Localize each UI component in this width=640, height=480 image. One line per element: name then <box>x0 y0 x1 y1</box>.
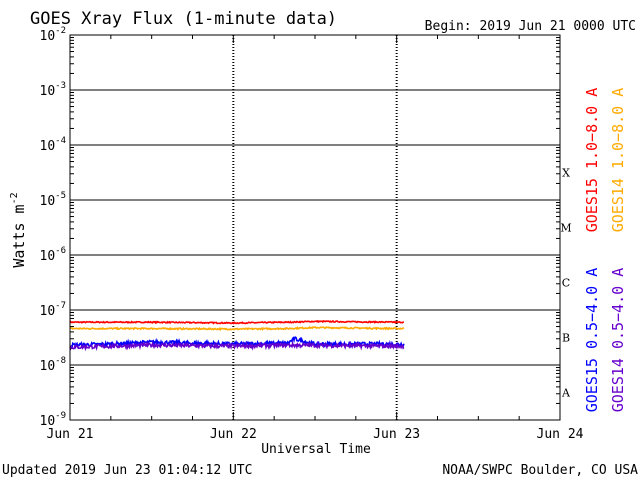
y-tick-label-exponent: -2 <box>55 26 66 36</box>
legend-entry: GOES15 1.0−8.0 A <box>583 88 601 233</box>
y-tick-label: 10-6 <box>40 246 67 264</box>
begin-label: Begin: 2019 Jun 21 0000 UTC <box>425 19 636 34</box>
y-axis-label-text: Watts m <box>10 204 28 267</box>
y-tick-labels: 10-210-310-410-510-610-710-810-9 <box>40 26 67 429</box>
x-tick-label: Jun 23 <box>373 427 420 442</box>
y-axis-label-superscript: -2 <box>9 192 20 204</box>
tick-marks <box>69 35 561 421</box>
flare-class-labels: X M C B A <box>560 167 571 400</box>
x-tick-label: Jun 24 <box>537 427 584 442</box>
y-tick-label: 10-9 <box>40 411 67 429</box>
y-tick-label-base: 10 <box>40 249 56 264</box>
series-line <box>69 340 405 352</box>
y-tick-label-base: 10 <box>40 84 56 99</box>
legend-entry: GOES15 0.5−4.0 A <box>583 268 601 413</box>
svg-text:Watts m-2: Watts m-2 <box>9 192 28 267</box>
flare-class-label: B <box>562 332 570 345</box>
flare-class-label: C <box>562 277 570 290</box>
y-tick-label: 10-3 <box>40 81 67 99</box>
y-tick-label-base: 10 <box>40 414 56 429</box>
gridlines <box>70 35 560 420</box>
y-tick-label: 10-7 <box>40 301 67 319</box>
x-axis-label: Universal Time <box>261 442 371 457</box>
series-line <box>69 325 405 332</box>
y-tick-label-base: 10 <box>40 304 56 319</box>
series-lines <box>69 319 405 352</box>
flare-class-label: M <box>560 222 571 235</box>
y-tick-label-exponent: -7 <box>55 301 66 311</box>
updated-label: Updated 2019 Jun 23 01:04:12 UTC <box>2 463 252 478</box>
y-tick-label-base: 10 <box>40 194 56 209</box>
legend-entry: GOES14 1.0−8.0 A <box>609 88 627 233</box>
y-tick-label-exponent: -8 <box>55 356 66 366</box>
y-tick-label-base: 10 <box>40 359 56 374</box>
y-tick-label-exponent: -3 <box>55 81 66 91</box>
y-tick-label: 10-8 <box>40 356 67 374</box>
flare-class-label: A <box>561 387 571 400</box>
y-axis-label: Watts m-2 <box>9 192 28 267</box>
legend: GOES15 1.0−8.0 A GOES14 1.0−8.0 A GOES15 0… <box>583 88 627 413</box>
x-tick-label: Jun 21 <box>47 427 94 442</box>
y-tick-label-base: 10 <box>40 139 56 154</box>
flare-class-label: X <box>562 167 570 180</box>
y-tick-label-exponent: -6 <box>55 246 66 256</box>
x-tick-label: Jun 22 <box>210 427 257 442</box>
credit-label: NOAA/SWPC Boulder, CO USA <box>442 463 638 478</box>
chart-title: GOES Xray Flux (1-minute data) <box>30 9 337 29</box>
y-tick-label: 10-2 <box>40 26 67 44</box>
y-tick-label-base: 10 <box>40 29 56 44</box>
series-line <box>69 319 405 325</box>
x-tick-labels: Jun 21 Jun 22 Jun 23 Jun 24 <box>47 427 584 442</box>
legend-entry: GOES14 0.5−4.0 A <box>609 268 627 413</box>
y-tick-label: 10-5 <box>40 191 67 209</box>
y-tick-label: 10-4 <box>40 136 67 154</box>
y-tick-label-exponent: -4 <box>55 136 66 146</box>
plot-frame <box>69 34 561 421</box>
y-tick-label-exponent: -5 <box>55 191 66 201</box>
y-tick-label-exponent: -9 <box>55 411 66 421</box>
